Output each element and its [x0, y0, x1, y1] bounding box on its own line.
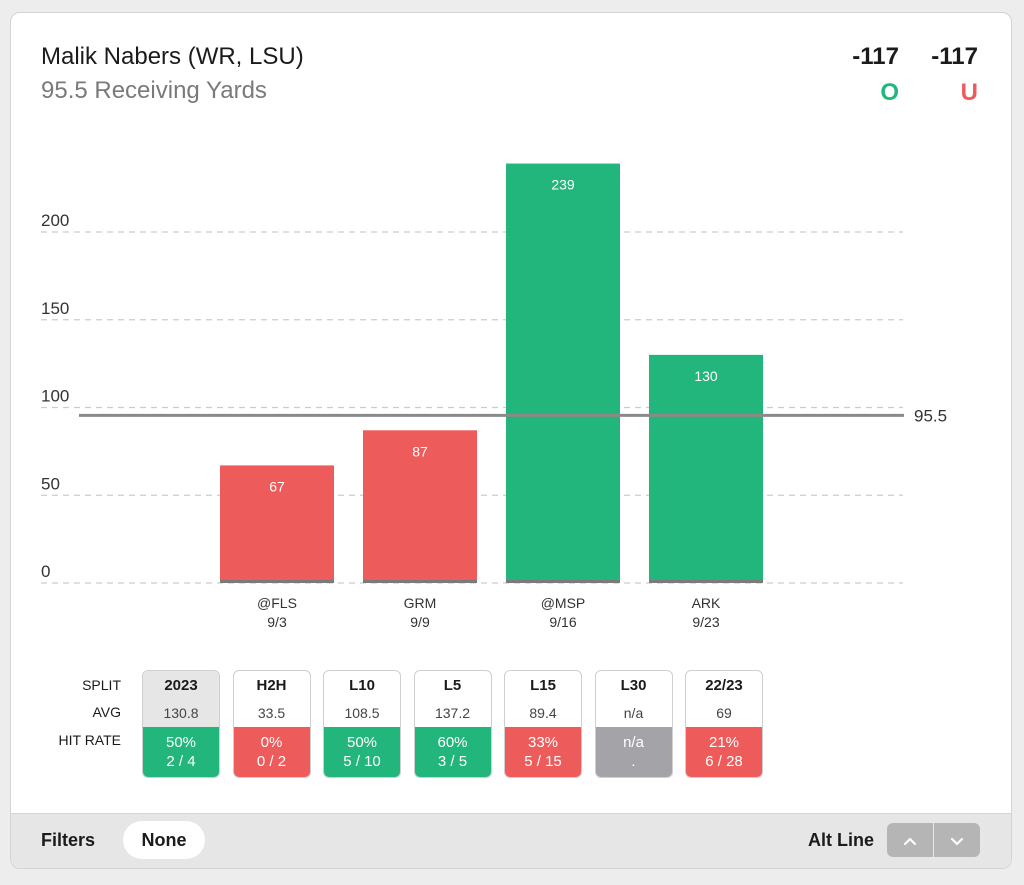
hit-rate-fraction: 0 / 2 — [256, 753, 287, 770]
hit-rate-fraction: 2 / 4 — [166, 753, 196, 770]
split-name: L5 — [443, 677, 462, 694]
hit-rate-fraction: 5 / 10 — [343, 753, 381, 770]
bar-chart: 0 50 100 150 200 67 87 239 130 95.5 @FLS 9/3 GRM 9… — [41, 163, 947, 630]
hit-rate-fraction: 5 / 15 — [524, 753, 562, 770]
prop-line-label: 95.5 — [914, 406, 947, 425]
split-name: L30 — [620, 677, 647, 694]
hit-rate-fraction: 6 / 28 — [705, 753, 743, 770]
split-column-L10[interactable]: L10 108.5 50% 5 / 10 — [323, 670, 401, 778]
filter-none-pill[interactable]: None — [123, 821, 205, 859]
split-column-L30[interactable]: L30 n/a n/a. — [594, 670, 673, 778]
y-tick-label: 50 — [41, 474, 60, 493]
split-column-L5[interactable]: L5 137.2 60% 3 / 5 — [413, 670, 492, 778]
chevron-up-icon — [903, 837, 917, 846]
hit-rate-fraction: . — [631, 753, 636, 770]
split-name: 22/23 — [705, 677, 743, 694]
split-column-22/23[interactable]: 22/23 69 21% 6 / 28 — [685, 670, 763, 778]
bar-baseline — [363, 580, 477, 583]
split-name: L15 — [530, 677, 556, 694]
split-hit-rate: 0% 0 / 2 — [233, 727, 310, 777]
alt-line-down-button[interactable] — [934, 823, 980, 857]
x-date-label: 9/23 — [692, 614, 719, 630]
x-date-label: 9/9 — [410, 614, 430, 630]
split-avg: n/a — [623, 705, 644, 721]
alt-line-up-button[interactable] — [887, 823, 933, 857]
split-column-H2H[interactable]: H2H 33.5 0% 0 / 2 — [232, 670, 311, 778]
x-category-label: ARK — [692, 595, 721, 611]
bar-baseline — [220, 580, 334, 583]
x-date-label: 9/16 — [549, 614, 576, 630]
alt-line-label: Alt Line — [808, 830, 874, 850]
hit-rate-percent: 21% — [708, 734, 740, 751]
avg-row-label: AVG — [92, 704, 121, 720]
hit-rate-percent: n/a — [623, 734, 644, 751]
split-avg: 108.5 — [344, 705, 380, 721]
bar-baseline — [649, 580, 763, 583]
split-hit-rate: 50% 5 / 10 — [324, 727, 400, 777]
y-tick-label: 100 — [41, 387, 69, 406]
prop-card: Malik Nabers (WR, LSU) 95.5 Receiving Ya… — [10, 12, 1012, 869]
hit-rate-row-label: HIT RATE — [58, 732, 122, 748]
hit-rate-fraction: 3 / 5 — [437, 753, 468, 770]
market-line: 95.5 Receiving Yards — [41, 77, 267, 104]
x-date-label: 9/3 — [267, 614, 287, 630]
bar-@MSP — [506, 163, 620, 583]
split-column-L15[interactable]: L15 89.4 33% 5 / 15 — [504, 670, 582, 778]
chevron-down-icon — [950, 837, 964, 846]
footer-bar: Filters None Alt Line — [11, 813, 1011, 868]
over-label[interactable]: O — [880, 79, 899, 106]
bar-value-label: 87 — [412, 443, 428, 459]
under-odds[interactable]: -117 — [931, 43, 978, 70]
split-hit-rate: 21% 6 / 28 — [686, 727, 762, 777]
split-name: H2H — [256, 677, 287, 694]
split-column-2023[interactable]: 2023 130.8 50% 2 / 4 — [142, 670, 220, 778]
player-name: Malik Nabers (WR, LSU) — [41, 43, 304, 70]
hit-rate-percent: 60% — [437, 734, 468, 751]
bar-GRM — [363, 430, 477, 583]
split-name: L10 — [349, 677, 375, 694]
hit-rate-percent: 50% — [165, 734, 197, 751]
split-hit-rate: n/a. — [595, 727, 672, 777]
split-name: 2023 — [143, 671, 219, 701]
under-label[interactable]: U — [960, 79, 978, 106]
split-avg: 137.2 — [434, 705, 471, 721]
y-tick-label: 0 — [41, 562, 50, 581]
bar-baseline — [506, 580, 620, 583]
hit-rate-percent: 50% — [346, 734, 378, 751]
hit-rate-percent: 33% — [527, 734, 559, 751]
over-odds[interactable]: -117 — [852, 43, 899, 70]
bar-value-label: 67 — [269, 478, 285, 494]
split-avg: 130.8 — [143, 701, 219, 727]
y-tick-label: 150 — [41, 299, 69, 318]
split-avg: 69 — [716, 705, 732, 721]
filters-label: Filters — [41, 830, 96, 850]
split-hit-rate: 50% 2 / 4 — [143, 727, 219, 777]
split-row-label: SPLIT — [82, 677, 121, 693]
x-category-label: @MSP — [541, 595, 586, 611]
bar-value-label: 130 — [694, 368, 718, 384]
bar-ARK — [649, 354, 763, 583]
x-category-label: @FLS — [257, 595, 297, 611]
bar-value-label: 239 — [551, 177, 575, 193]
split-hit-rate: 33% 5 / 15 — [505, 727, 581, 777]
bar-@FLS — [220, 465, 334, 583]
hit-rate-percent: 0% — [260, 734, 283, 751]
split-avg: 89.4 — [529, 705, 557, 721]
split-hit-rate: 60% 3 / 5 — [414, 727, 491, 777]
x-category-label: GRM — [404, 595, 437, 611]
split-avg: 33.5 — [257, 705, 286, 721]
y-tick-label: 200 — [41, 211, 69, 230]
